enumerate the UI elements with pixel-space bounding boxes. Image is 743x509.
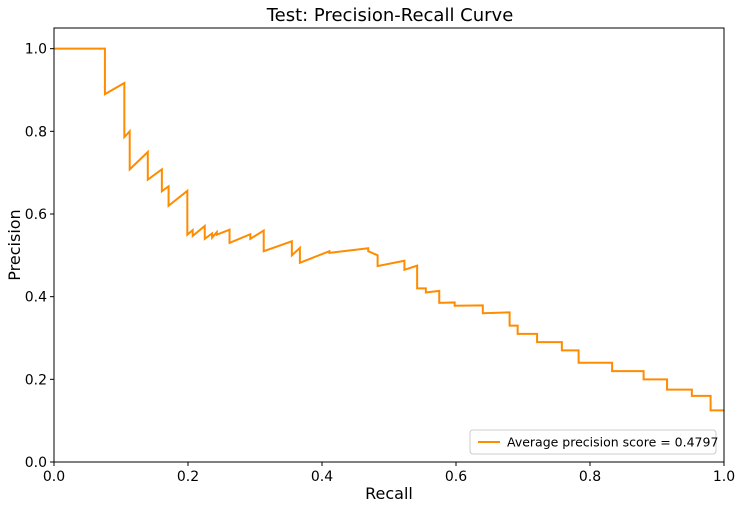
x-tick-label: 0.0 — [43, 469, 65, 485]
y-tick-label: 0.6 — [25, 207, 47, 223]
y-tick-label: 1.0 — [25, 42, 47, 58]
legend-label: Average precision score = 0.4797 — [507, 435, 718, 450]
x-tick-label: 0.6 — [445, 469, 467, 485]
x-tick-label: 0.8 — [579, 469, 601, 485]
plot-area — [54, 47, 724, 412]
x-tick-label: 0.2 — [177, 469, 199, 485]
x-axis-label: Recall — [365, 484, 413, 503]
y-tick-label: 0.2 — [25, 372, 47, 388]
y-tick-label: 0.8 — [25, 124, 47, 140]
y-tick-label: 0.4 — [25, 290, 47, 306]
axes-frame — [53, 27, 725, 463]
y-axis-label: Precision — [5, 209, 24, 280]
legend-box — [469, 429, 717, 455]
axis-ticks: 0.0 0.2 0.4 0.6 0.8 1.0 0.0 0.2 0.4 0.6 0.8 1.0 — [25, 42, 735, 485]
x-tick-label: 0.4 — [311, 469, 333, 485]
pr-curve-line — [54, 47, 724, 412]
x-tick-label: 1.0 — [713, 469, 735, 485]
y-tick-label: 0.0 — [25, 455, 47, 471]
chart-title: Test: Precision-Recall Curve — [266, 5, 514, 26]
legend: Average precision score = 0.4797 — [469, 429, 718, 455]
